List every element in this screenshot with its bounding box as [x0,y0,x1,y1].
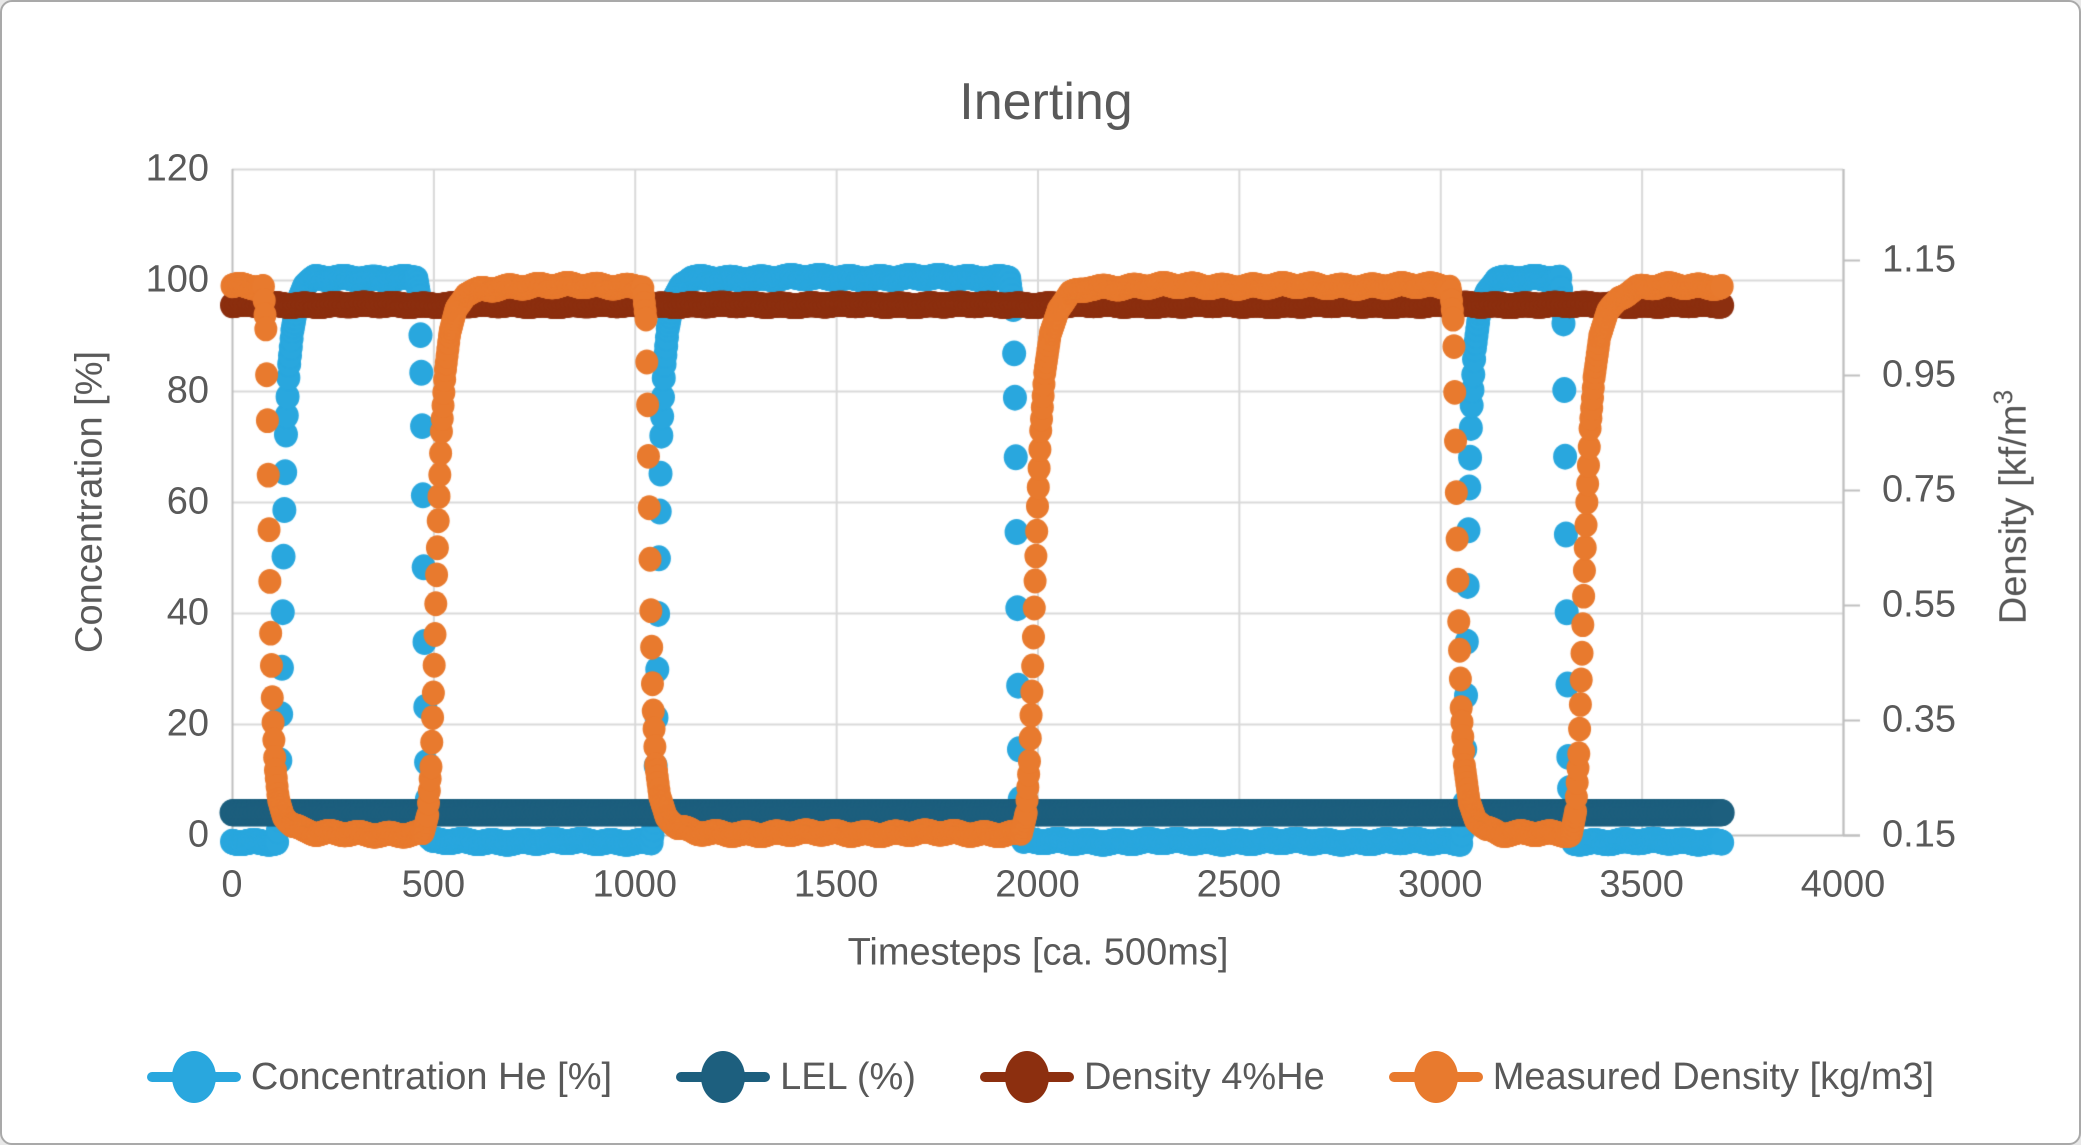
series-marker-icon [146,1051,241,1103]
legend-item-lel[interactable]: LEL (%) [676,1051,916,1103]
legend-dot [1004,1051,1049,1103]
y-left-tick-label: 20 [166,702,209,745]
y-right-tick-label: 1.15 [1882,238,1956,281]
legend-dot [701,1051,746,1103]
legend-label: Density 4%He [1083,1055,1325,1098]
x-tick-label: 1000 [592,863,678,906]
x-tick-label: 2500 [1196,863,1282,906]
y-left-tick-label: 80 [166,369,209,412]
y-right-tick-label: 0.95 [1882,353,1956,396]
right-axis-title-text: Density [kf/m [1992,404,2035,625]
x-tick-label: 1500 [793,863,879,906]
x-tick-label: 2000 [995,863,1080,906]
legend-label: Measured Density [kg/m3] [1492,1055,1935,1098]
right-axis-title: Density [kf/m3 [1988,390,2036,624]
y-left-tick-label: 0 [187,813,209,856]
right-axis-title-superscript: 3 [1988,389,2019,405]
x-tick-label: 4000 [1800,863,1886,906]
series-marker-icon [676,1051,771,1103]
series-marker-icon [979,1051,1074,1103]
x-tick-label: 0 [221,863,243,906]
y-left-tick-label: 40 [166,591,209,634]
legend-label: LEL (%) [780,1055,916,1098]
legend-label: Concentration He [%] [250,1055,613,1098]
legend-dot [1413,1051,1458,1103]
y-left-tick-label: 60 [166,480,209,523]
legend-item-measured-density[interactable]: Measured Density [kg/m3] [1388,1051,1935,1103]
y-right-tick-label: 0.15 [1882,813,1956,856]
y-right-tick-label: 0.35 [1882,698,1956,741]
legend-item-density-4he[interactable]: Density 4%He [979,1051,1325,1103]
x-tick-label: 500 [401,863,466,906]
legend-dot [171,1051,216,1103]
y-right-tick-label: 0.75 [1882,468,1956,511]
x-tick-label: 3000 [1397,863,1483,906]
series-marker-icon [1388,1051,1483,1103]
x-axis-title: Timesteps [ca. 500ms] [847,931,1229,974]
y-left-tick-label: 100 [145,258,209,301]
left-axis-title: Concentration [%] [68,350,111,654]
y-right-tick-label: 0.55 [1882,583,1956,626]
y-left-tick-label: 120 [145,147,209,190]
x-tick-label: 3500 [1599,863,1684,906]
chart-title: Inerting [959,73,1133,131]
legend-item-concentration-he[interactable]: Concentration He [%] [146,1051,613,1103]
chart-legend: Concentration He [%] LEL (%) Density 4%H… [2,1042,2079,1112]
